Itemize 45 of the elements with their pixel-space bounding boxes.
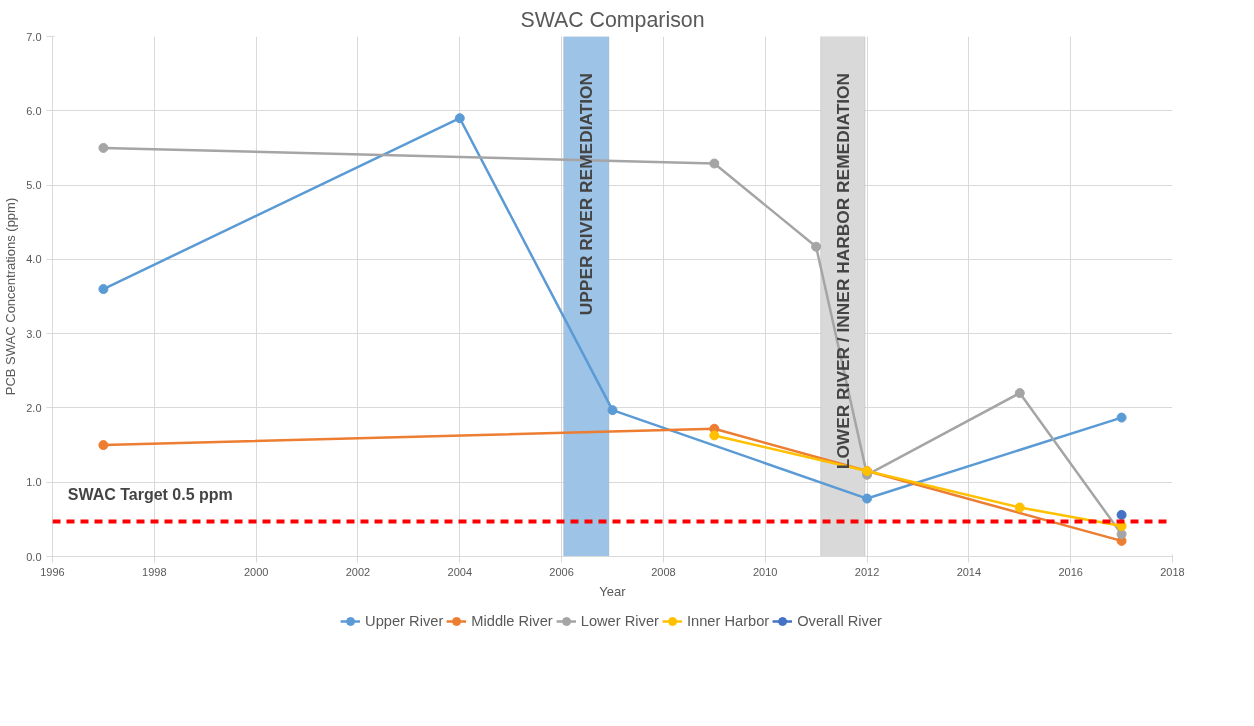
y-tick-label: 7.0 (26, 30, 42, 43)
band-label: LOWER RIVER / INNER HARBOR REMEDIATION (832, 72, 853, 470)
point (709, 158, 720, 169)
legend-label: Middle River (471, 613, 553, 629)
y-tick-label: 3.0 (26, 327, 42, 340)
point (709, 430, 720, 441)
x-tick-label: 2006 (549, 565, 574, 578)
point (1014, 388, 1025, 399)
point (98, 142, 109, 153)
legend-label: Inner Harbor (686, 613, 770, 629)
legend-label: Lower River (580, 613, 659, 629)
point (1116, 412, 1127, 423)
point (862, 493, 873, 504)
band-label: UPPER RIVER REMEDIATION (576, 72, 597, 316)
point (1014, 502, 1025, 513)
point (1116, 529, 1127, 540)
point (98, 284, 109, 295)
y-tick-label: 1.0 (26, 476, 42, 489)
x-tick-label: 2002 (345, 565, 371, 578)
x-tick-label: 1996 (40, 565, 65, 578)
x-axis-title: Year (599, 583, 627, 599)
x-tick-label: 2012 (854, 565, 880, 578)
y-tick-label: 5.0 (26, 179, 42, 192)
x-tick-label: 2014 (956, 565, 982, 578)
x-tick-label: 1998 (142, 565, 167, 578)
y-tick-label: 4.0 (26, 253, 42, 266)
point (98, 440, 109, 451)
x-tick-label: 2010 (752, 565, 778, 578)
x-tick-label: 2016 (1058, 565, 1083, 578)
x-tick-label: 2000 (243, 565, 269, 578)
point (1116, 509, 1127, 520)
legend-label: Upper River (365, 613, 444, 629)
point (607, 405, 618, 416)
x-tick-label: 2018 (1160, 565, 1185, 578)
y-tick-label: 2.0 (26, 401, 42, 414)
point (454, 113, 465, 124)
y-tick-label: 6.0 (26, 104, 42, 117)
x-tick-label: 2008 (651, 565, 676, 578)
point (811, 241, 822, 252)
y-tick-label: 0.0 (26, 550, 42, 563)
x-tick-label: 2004 (447, 565, 473, 578)
y-axis-title: PCB SWAC Concentrations (ppm) (3, 197, 19, 396)
ref-line-label: SWAC Target 0.5 ppm (67, 486, 233, 504)
chart-title: SWAC Comparison (520, 7, 705, 32)
legend-label: Overall River (797, 613, 882, 629)
